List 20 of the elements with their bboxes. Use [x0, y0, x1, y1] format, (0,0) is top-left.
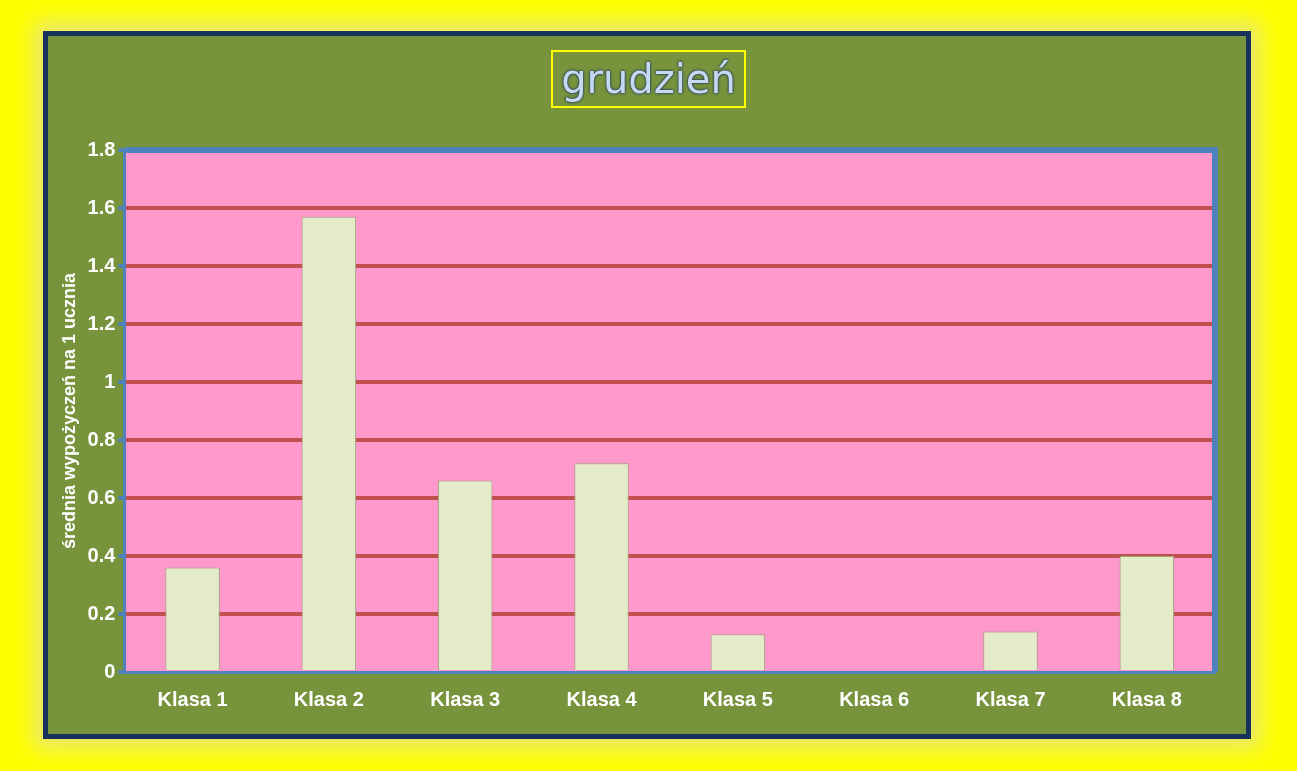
chart-title: grudzień — [551, 50, 746, 108]
y-tick-label: 1.6 — [87, 195, 116, 218]
y-tick-label: 1 — [104, 369, 116, 392]
x-tick-label: Klasa 5 — [702, 687, 773, 710]
x-tick-label: Klasa 2 — [293, 687, 364, 710]
x-tick-label: Klasa 8 — [1111, 687, 1182, 710]
y-tick-label: 0.6 — [87, 485, 116, 508]
x-tick-label: Klasa 1 — [157, 687, 228, 710]
y-tick-label: 1.4 — [87, 253, 117, 276]
y-tick-label: 1.2 — [87, 311, 116, 334]
x-tick-label: Klasa 4 — [566, 687, 638, 710]
x-tick-label: Klasa 7 — [975, 687, 1046, 710]
y-tick-label: 0.4 — [87, 543, 117, 566]
y-tick-label: 0 — [104, 659, 116, 682]
y-tick-label: 0.8 — [87, 427, 116, 450]
y-tick-label: 0.2 — [87, 601, 116, 624]
x-tick-label: Klasa 6 — [839, 687, 910, 710]
y-axis-title: średnia wypożyczeń na 1 ucznia — [58, 271, 79, 550]
x-tick-label: Klasa 3 — [430, 687, 501, 710]
y-tick-label: 1.8 — [87, 137, 116, 160]
